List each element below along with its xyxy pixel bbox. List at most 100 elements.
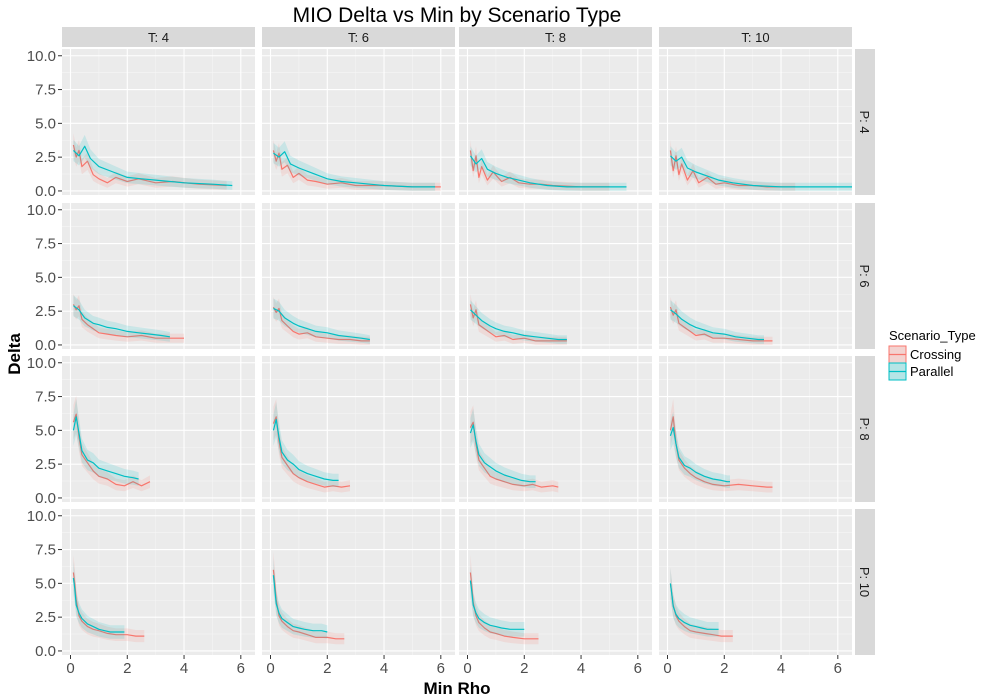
- row-strip-label-p-6: P: 6: [857, 264, 872, 287]
- row-strip-label-p-8: P: 8: [857, 417, 872, 440]
- line-parallel: [669, 155, 852, 188]
- ribbon-crossing: [273, 139, 441, 191]
- line-crossing: [469, 421, 559, 488]
- panel-series: [272, 296, 370, 345]
- x-tick-label: 0: [266, 660, 274, 677]
- ribbon-crossing: [470, 139, 610, 191]
- line-crossing: [272, 416, 351, 488]
- col-strip-label-t-8: T: 8: [545, 30, 566, 45]
- ribbon-parallel: [670, 567, 719, 637]
- panel-series: [669, 567, 733, 643]
- ribbon-parallel: [273, 402, 339, 487]
- panel-series: [469, 405, 559, 493]
- line-parallel: [72, 145, 233, 187]
- panel-background: [459, 203, 652, 349]
- line-crossing: [72, 144, 227, 187]
- panel-p-10-t-10: [659, 509, 852, 655]
- x-tick-label: 6: [437, 660, 445, 677]
- panel-series: [72, 395, 151, 492]
- y-tick-label: 0.0: [35, 490, 56, 507]
- ribbon-crossing: [73, 133, 227, 190]
- panel-background: [459, 356, 652, 502]
- row-strip-p-4: [855, 49, 875, 195]
- ribbon-parallel: [73, 561, 125, 639]
- panel-p-10-t-6: [262, 509, 455, 655]
- ribbon-parallel: [73, 398, 139, 486]
- panel-background: [62, 49, 255, 195]
- line-parallel: [669, 583, 719, 630]
- y-tick-label: 10.0: [27, 508, 56, 525]
- ribbon-crossing: [470, 555, 539, 645]
- ribbon-parallel: [470, 300, 567, 344]
- ribbon-crossing: [273, 551, 345, 645]
- panel-series: [669, 398, 773, 493]
- legend-entry-crossing: Crossing: [888, 345, 961, 364]
- panel-p-8-t-8: [459, 356, 652, 502]
- y-tick-label: 2.5: [35, 149, 56, 166]
- row-strip-p-10: [855, 509, 875, 655]
- panel-series: [469, 139, 627, 191]
- y-tick-label: 7.5: [35, 389, 56, 406]
- y-axis-title: Delta: [5, 333, 24, 375]
- panel-background: [262, 203, 455, 349]
- y-tick-label: 0.0: [35, 337, 56, 354]
- y-tick-label: 5.0: [35, 422, 56, 439]
- ribbon-parallel: [273, 298, 370, 344]
- y-tick-label: 7.5: [35, 236, 56, 253]
- y-tick-label: 7.5: [35, 82, 56, 99]
- line-crossing: [72, 413, 151, 487]
- line-parallel: [670, 309, 764, 341]
- line-crossing: [272, 306, 370, 342]
- y-tick-label: 7.5: [35, 542, 56, 559]
- ribbon-crossing: [73, 555, 145, 643]
- panel-series: [72, 555, 145, 643]
- line-crossing: [72, 304, 184, 339]
- y-tick-label: 2.5: [35, 609, 56, 626]
- panel-p-10-t-8: [459, 509, 652, 655]
- row-strip-label-p-10: P: 10: [857, 567, 872, 597]
- ribbon-crossing: [670, 139, 796, 191]
- ribbon-parallel: [273, 558, 328, 639]
- legend: Scenario_Type Crossing Parallel: [888, 328, 976, 381]
- y-tick-label: 5.0: [35, 269, 56, 286]
- x-tick-label: 2: [323, 660, 331, 677]
- panel-series: [72, 133, 233, 190]
- x-tick-label: 0: [463, 660, 471, 677]
- panel-p-8-t-10: [659, 356, 852, 502]
- panel-p-6-t-10: [659, 203, 852, 349]
- panel-p-8-t-6: [262, 356, 455, 502]
- row-strip-p-6: [855, 203, 875, 349]
- legend-title: Scenario_Type: [889, 328, 976, 343]
- panel-background: [62, 356, 255, 502]
- legend-label-crossing: Crossing: [910, 347, 961, 362]
- panel-background: [62, 203, 255, 349]
- panel-background: [62, 509, 255, 655]
- x-tick-label: 4: [180, 660, 188, 677]
- panel-p-4-t-10: [659, 49, 852, 195]
- panel-background: [262, 49, 455, 195]
- panel-series: [469, 293, 567, 345]
- y-tick-label: 0.0: [35, 183, 56, 200]
- x-axis-title: Min Rho: [423, 679, 490, 698]
- legend-label-parallel: Parallel: [910, 364, 953, 379]
- ribbon-crossing: [273, 398, 350, 493]
- row-strip-p-8: [855, 356, 875, 502]
- ribbon-parallel: [670, 300, 764, 344]
- y-tick-label: 2.5: [35, 303, 56, 320]
- x-tick-label: 6: [634, 660, 642, 677]
- x-tick-label: 2: [123, 660, 131, 677]
- ribbon-crossing: [470, 405, 559, 493]
- legend-entry-parallel: Parallel: [888, 362, 953, 381]
- panel-series: [272, 139, 441, 191]
- panel-background: [459, 509, 652, 655]
- facet-panels: T: 4 T: 6 T: 8 T: 10 P: 4 P: 6 P: 8 P: 10 0.0 2.5…: [27, 27, 875, 677]
- x-tick-label: 0: [663, 660, 671, 677]
- y-tick-label: 10.0: [27, 355, 56, 372]
- panel-p-8-t-4: [62, 356, 255, 502]
- panel-p-6-t-4: [62, 203, 255, 349]
- panel-background: [659, 49, 852, 195]
- ribbon-parallel: [73, 295, 170, 342]
- panel-p-6-t-8: [459, 203, 652, 349]
- line-parallel: [469, 309, 567, 341]
